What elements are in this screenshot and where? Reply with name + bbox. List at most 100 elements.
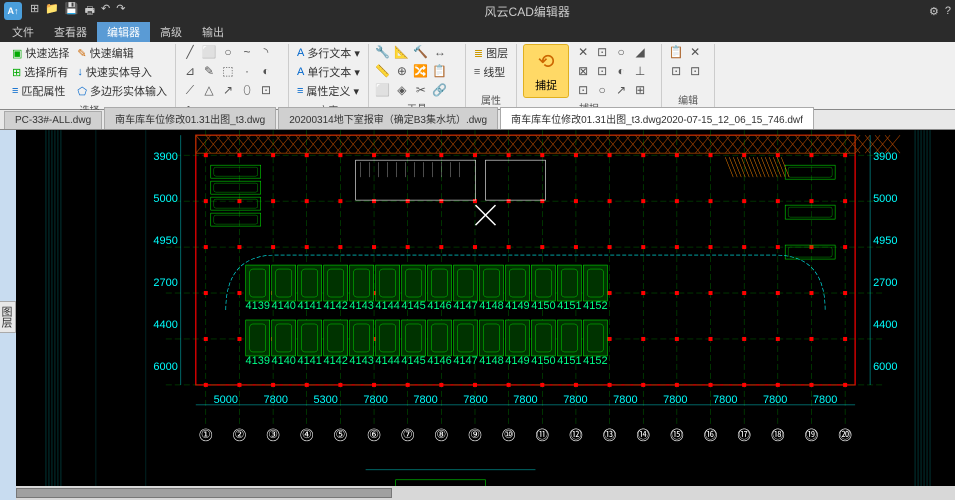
- snap-icon-7[interactable]: ⊥: [632, 63, 648, 79]
- tool-icon-2[interactable]: 🔨: [413, 44, 429, 60]
- svg-text:4147: 4147: [453, 355, 477, 367]
- snap-icon-10[interactable]: ↗: [613, 82, 629, 98]
- mtext[interactable]: A多行文本 ▾: [295, 44, 362, 62]
- svg-text:7800: 7800: [663, 394, 687, 406]
- side-tab-layers[interactable]: 图层: [0, 301, 16, 333]
- draw-icon-10[interactable]: ⟋: [182, 82, 198, 98]
- svg-text:4140: 4140: [272, 355, 296, 367]
- svg-text:4139: 4139: [246, 355, 270, 367]
- svg-text:7800: 7800: [363, 394, 387, 406]
- quick-edit[interactable]: ✎快速编辑: [75, 44, 169, 62]
- open-icon[interactable]: 📁: [45, 2, 59, 21]
- tool-icon-6[interactable]: 🔀: [413, 63, 429, 79]
- svg-text:4145: 4145: [401, 355, 425, 367]
- drawing-canvas[interactable]: ①②③④⑤⑥⑦⑧⑨⑩⑪⑫⑬⑭⑮⑯⑰⑱⑲⑳41394140414141424143…: [16, 130, 955, 500]
- cad-viewport[interactable]: ①②③④⑤⑥⑦⑧⑨⑩⑪⑫⑬⑭⑮⑯⑰⑱⑲⑳41394140414141424143…: [16, 130, 955, 500]
- edit-icon-1[interactable]: ✕: [687, 44, 703, 60]
- draw-icon-3[interactable]: ~: [239, 44, 255, 60]
- tool-icon-8[interactable]: ⬜: [375, 82, 391, 98]
- svg-text:7800: 7800: [763, 394, 787, 406]
- tool-icon-0[interactable]: 🔧: [375, 44, 391, 60]
- draw-icon-8[interactable]: ·: [239, 63, 255, 79]
- tool-icon-5[interactable]: ⊕: [394, 63, 410, 79]
- menu-file[interactable]: 文件: [2, 22, 44, 42]
- menu-export[interactable]: 输出: [192, 22, 234, 42]
- edit-icon-2[interactable]: ⊡: [668, 63, 684, 79]
- draw-icon-11[interactable]: △: [201, 82, 217, 98]
- polygon-input[interactable]: ⬠多边形实体输入: [75, 82, 169, 100]
- tab-1[interactable]: 南车库车位修改01.31出图_t3.dwg: [104, 107, 276, 129]
- svg-text:4140: 4140: [272, 300, 296, 312]
- tool-icon-10[interactable]: ✂: [413, 82, 429, 98]
- draw-icon-6[interactable]: ✎: [201, 63, 217, 79]
- draw-icon-12[interactable]: ↗: [220, 82, 236, 98]
- snap-icon-9[interactable]: ○: [594, 82, 610, 98]
- svg-text:4142: 4142: [323, 300, 347, 312]
- svg-text:③: ③: [268, 429, 278, 441]
- tool-icon-7[interactable]: 📋: [432, 63, 448, 79]
- tab-0[interactable]: PC-33#-ALL.dwg: [4, 111, 102, 129]
- snap-icon-8[interactable]: ⊡: [575, 82, 591, 98]
- settings-icon[interactable]: ⚙: [929, 5, 939, 18]
- layer[interactable]: ≣图层: [472, 44, 510, 62]
- stext[interactable]: A单行文本 ▾: [295, 63, 362, 81]
- snap-icon-1[interactable]: ⊡: [594, 44, 610, 60]
- snap-icon-3[interactable]: ◢: [632, 44, 648, 60]
- draw-icon-4[interactable]: ◝: [258, 44, 274, 60]
- linetype[interactable]: ≡线型: [472, 63, 510, 81]
- tool-icon-9[interactable]: ◈: [394, 82, 410, 98]
- quick-import[interactable]: ↓快速实体导入: [75, 63, 169, 81]
- snap-icon-2[interactable]: ○: [613, 44, 629, 60]
- tab-2[interactable]: 20200314地下室报审（确定B3集水坑）.dwg: [278, 107, 498, 129]
- draw-icon-2[interactable]: ○: [220, 44, 236, 60]
- new-icon[interactable]: ⊞: [30, 2, 39, 21]
- scrollbar-thumb[interactable]: [16, 488, 392, 498]
- draw-icon-14[interactable]: ⊡: [258, 82, 274, 98]
- svg-text:7800: 7800: [463, 394, 487, 406]
- snap-icon-11[interactable]: ⊞: [632, 82, 648, 98]
- svg-text:⑬: ⑬: [604, 428, 615, 441]
- draw-icon-7[interactable]: ⬚: [220, 63, 236, 79]
- svg-text:7800: 7800: [413, 394, 437, 406]
- tool-icon-11[interactable]: 🔗: [432, 82, 448, 98]
- ribbon-label-edit: 编辑: [668, 90, 708, 107]
- match-props[interactable]: ≡匹配属性: [10, 82, 71, 100]
- snap-icon-6[interactable]: ◐: [613, 63, 629, 79]
- select-all[interactable]: ⊞选择所有: [10, 63, 71, 81]
- attr-def[interactable]: ≡属性定义 ▾: [295, 82, 362, 100]
- draw-icon-1[interactable]: ⬜: [201, 44, 217, 60]
- svg-text:4147: 4147: [453, 300, 477, 312]
- draw-icon-5[interactable]: ⊿: [182, 63, 198, 79]
- horizontal-scrollbar[interactable]: [16, 486, 955, 500]
- undo-icon[interactable]: ↶: [101, 2, 110, 21]
- svg-text:7800: 7800: [264, 394, 288, 406]
- edit-icon-3[interactable]: ⊡: [687, 63, 703, 79]
- titlebar: A↑ ⊞ 📁 💾 🖶 ↶ ↷ 风云CAD编辑器 ⚙ ?: [0, 0, 955, 22]
- print-icon[interactable]: 🖶: [85, 2, 95, 21]
- snap-icon-0[interactable]: ✕: [575, 44, 591, 60]
- svg-text:⑳: ⑳: [840, 428, 851, 441]
- svg-text:4152: 4152: [583, 300, 607, 312]
- help-icon[interactable]: ?: [945, 5, 951, 18]
- edit-icon-0[interactable]: 📋: [668, 44, 684, 60]
- snap-icon-5[interactable]: ⊡: [594, 63, 610, 79]
- quick-select[interactable]: ▣快速选择: [10, 44, 71, 62]
- menu-editor[interactable]: 编辑器: [97, 22, 150, 42]
- svg-text:⑮: ⑮: [671, 428, 682, 441]
- capture-button[interactable]: ⟲ 捕捉: [523, 44, 569, 98]
- draw-icon-13[interactable]: ⬯: [239, 82, 255, 98]
- tool-icon-3[interactable]: ↔: [432, 44, 448, 60]
- tool-icon-4[interactable]: 📏: [375, 63, 391, 79]
- tool-icon-1[interactable]: 📐: [394, 44, 410, 60]
- redo-icon[interactable]: ↷: [116, 2, 125, 21]
- menu-viewer[interactable]: 查看器: [44, 22, 97, 42]
- snap-icon-4[interactable]: ⊠: [575, 63, 591, 79]
- svg-text:4400: 4400: [153, 319, 177, 331]
- tab-3[interactable]: 南车库车位修改01.31出图_t3.dwg2020-07-15_12_06_15…: [500, 107, 814, 129]
- menu-advanced[interactable]: 高级: [150, 22, 192, 42]
- save-icon[interactable]: 💾: [65, 2, 79, 21]
- draw-icon-9[interactable]: ◐: [258, 63, 274, 79]
- draw-icon-0[interactable]: ╱: [182, 44, 198, 60]
- capture-label: 捕捉: [535, 77, 557, 93]
- svg-text:6000: 6000: [873, 361, 897, 373]
